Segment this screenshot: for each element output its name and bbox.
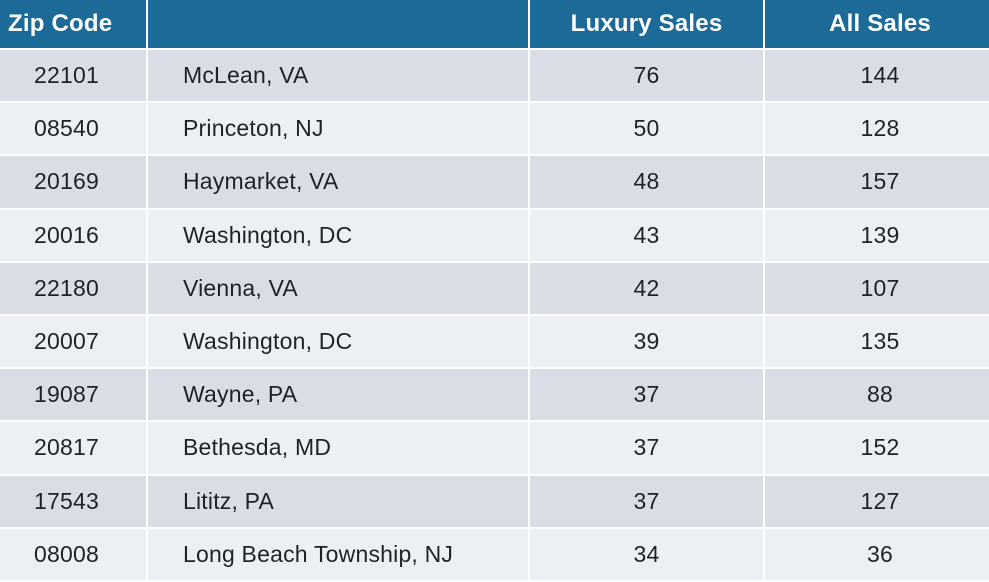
cell-zip: 20817: [0, 422, 146, 476]
cell-all-sales: 128: [765, 103, 989, 157]
cell-luxury-sales: 76: [530, 50, 763, 104]
cell-location: Vienna, VA: [148, 262, 528, 316]
cell-location: Bethesda, MD: [148, 422, 528, 476]
cell-luxury-sales: 48: [530, 156, 763, 210]
cell-location: McLean, VA: [148, 50, 528, 104]
header-location: [148, 0, 528, 50]
cell-zip: 08008: [0, 528, 146, 582]
cell-all-sales: 88: [765, 369, 989, 423]
cell-luxury-sales: 37: [530, 475, 763, 529]
cell-zip: 17543: [0, 475, 146, 529]
cell-zip: 08540: [0, 103, 146, 157]
cell-location: Washington, DC: [148, 209, 528, 263]
cell-luxury-sales: 34: [530, 528, 763, 582]
header-all-sales: All Sales: [765, 0, 989, 50]
cell-luxury-sales: 39: [530, 315, 763, 370]
cell-all-sales: 157: [765, 156, 989, 210]
cell-zip: 22180: [0, 262, 146, 316]
cell-zip: 20169: [0, 156, 146, 210]
cell-zip: 19087: [0, 369, 146, 423]
cell-location: Washington, DC: [148, 315, 528, 370]
cell-zip: 20007: [0, 315, 146, 370]
cell-luxury-sales: 43: [530, 209, 763, 263]
cell-all-sales: 152: [765, 422, 989, 476]
cell-zip: 20016: [0, 209, 146, 263]
cell-all-sales: 36: [765, 528, 989, 582]
cell-all-sales: 127: [765, 475, 989, 529]
cell-zip: 22101: [0, 50, 146, 104]
cell-all-sales: 135: [765, 315, 989, 370]
cell-luxury-sales: 50: [530, 103, 763, 157]
cell-all-sales: 139: [765, 209, 989, 263]
cell-luxury-sales: 37: [530, 369, 763, 423]
cell-location: Wayne, PA: [148, 369, 528, 423]
header-zip-code: Zip Code: [0, 0, 146, 50]
cell-location: Haymarket, VA: [148, 156, 528, 210]
cell-luxury-sales: 37: [530, 422, 763, 476]
cell-all-sales: 144: [765, 50, 989, 104]
cell-location: Lititz, PA: [148, 475, 528, 529]
cell-luxury-sales: 42: [530, 262, 763, 316]
cell-location: Long Beach Township, NJ: [148, 528, 528, 582]
cell-location: Princeton, NJ: [148, 103, 528, 157]
cell-all-sales: 107: [765, 262, 989, 316]
header-luxury-sales: Luxury Sales: [530, 0, 763, 50]
